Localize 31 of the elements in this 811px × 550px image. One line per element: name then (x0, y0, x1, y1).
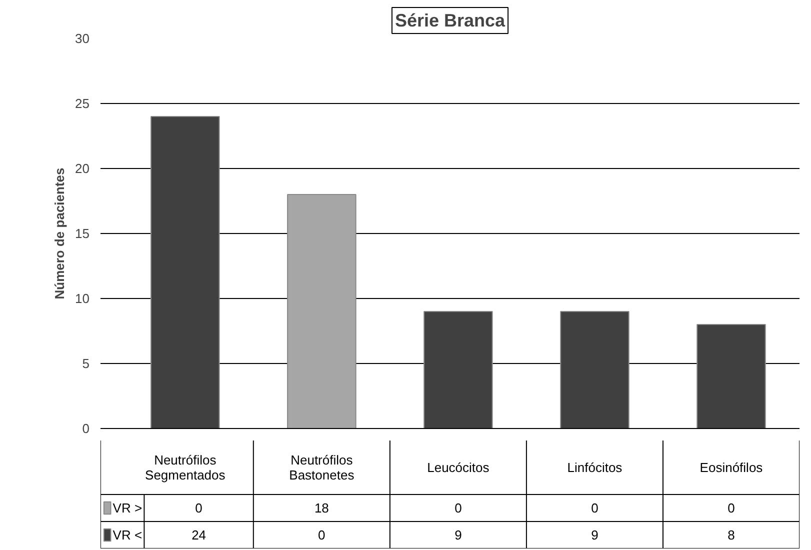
chart-title: Série Branca (394, 10, 506, 30)
data-label: 8 (728, 528, 735, 542)
bar (696, 324, 766, 428)
legend-label: VR < (112, 528, 142, 542)
data-label: 0 (728, 500, 735, 516)
data-label: 9 (454, 528, 462, 542)
y-tick-label: 15 (75, 226, 90, 241)
data-label: 0 (195, 500, 202, 516)
x-tick-label: Eosinófilos (700, 460, 764, 475)
x-tick-label: Leucócitos (427, 460, 490, 475)
bar (424, 311, 493, 428)
y-tick-label: 30 (75, 31, 90, 46)
x-tick-label: Linfócitos (567, 460, 623, 475)
y-tick-label: 10 (75, 291, 90, 306)
data-label: 24 (192, 528, 206, 542)
data-label: 0 (591, 500, 598, 516)
x-tick-label: Neutrófilos Bastonetes (289, 452, 355, 482)
x-tick-label: Neutrófilos Segmentados (145, 452, 226, 482)
y-axis-title: Número de pacientes (52, 168, 68, 300)
data-label: 0 (318, 528, 326, 542)
y-tick-label: 0 (82, 421, 90, 436)
bar (150, 116, 220, 428)
y-tick-label: 20 (75, 161, 90, 176)
y-tick-label: 5 (82, 356, 90, 371)
legend-label: VR > (112, 500, 142, 516)
bar (560, 311, 630, 428)
data-label: 0 (454, 500, 462, 516)
bar (287, 194, 356, 428)
data-label: 9 (591, 528, 598, 542)
data-label: 18 (314, 500, 329, 516)
y-tick-label: 25 (75, 96, 90, 111)
